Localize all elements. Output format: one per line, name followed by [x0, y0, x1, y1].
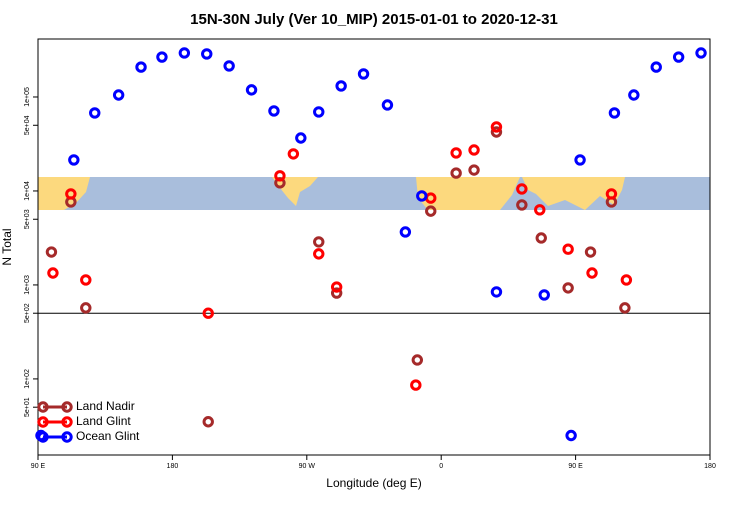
point	[620, 274, 633, 286]
point	[468, 144, 480, 156]
point	[65, 188, 77, 200]
y-tick-label: 5e+02	[24, 303, 31, 323]
legend-marker	[61, 401, 73, 413]
legend-label: Ocean Glint	[76, 429, 140, 443]
legend-marker	[37, 416, 49, 428]
point	[695, 47, 707, 59]
point	[178, 47, 191, 59]
point	[357, 68, 370, 80]
point	[535, 232, 547, 244]
point	[268, 105, 280, 117]
y-axis-label: N Total	[0, 228, 14, 265]
point	[156, 51, 168, 63]
point	[605, 188, 618, 200]
point	[68, 154, 80, 166]
point	[381, 99, 394, 111]
point	[450, 167, 462, 179]
point	[516, 199, 528, 211]
y-tick-label: 5e+01	[24, 397, 31, 417]
point	[628, 89, 640, 101]
x-tick-label: 0	[439, 463, 443, 470]
legend-marker	[37, 431, 49, 443]
x-axis-label: Longitude (deg E)	[326, 476, 421, 490]
legend-label: Land Nadir	[76, 399, 135, 413]
point	[202, 307, 214, 319]
point	[330, 287, 343, 299]
x-tick-label: 180	[167, 463, 179, 470]
plot-frame	[37, 38, 711, 456]
point	[490, 286, 503, 298]
point	[650, 61, 662, 73]
point	[313, 236, 325, 248]
point	[416, 190, 428, 202]
point	[411, 354, 424, 366]
point	[287, 148, 300, 160]
point	[468, 164, 480, 176]
point	[313, 248, 325, 260]
point	[135, 61, 147, 73]
chart-title: 15N-30N July (Ver 10_MIP) 2015-01-01 to …	[190, 11, 558, 28]
point	[80, 274, 92, 286]
y-tick-label: 1e+05	[24, 87, 31, 107]
point	[425, 205, 437, 217]
legend-marker	[37, 401, 49, 413]
point	[245, 84, 258, 96]
point	[538, 289, 550, 301]
x-tick-label: 90 E	[31, 463, 46, 470]
y-tick-label: 1e+04	[24, 181, 31, 201]
point	[223, 60, 235, 72]
point	[45, 246, 58, 258]
x-tick-label: 180	[704, 463, 716, 470]
point	[562, 243, 574, 255]
point	[586, 267, 598, 279]
point	[330, 281, 343, 293]
point	[399, 226, 412, 238]
y-tick-label: 5e+04	[24, 115, 31, 135]
point	[574, 154, 586, 166]
point	[516, 183, 528, 195]
legend-marker	[61, 416, 73, 428]
point	[450, 147, 462, 159]
point	[562, 282, 574, 294]
point	[295, 132, 307, 144]
point	[201, 48, 213, 60]
point	[672, 51, 685, 63]
point	[335, 80, 347, 92]
legend-marker	[61, 431, 73, 443]
point	[608, 107, 621, 119]
y-tick-label: 1e+02	[24, 369, 31, 389]
point	[619, 302, 631, 314]
x-tick-label: 90 E	[568, 463, 583, 470]
point	[313, 106, 325, 118]
y-tick-label: 5e+03	[24, 209, 31, 229]
point	[80, 302, 92, 314]
legend-label: Land Glint	[76, 414, 131, 428]
point	[490, 126, 503, 138]
point	[202, 416, 214, 428]
point	[410, 379, 422, 391]
x-tick-label: 90 W	[299, 463, 316, 470]
point	[565, 429, 577, 442]
point	[274, 170, 286, 182]
point	[490, 121, 503, 133]
point	[89, 107, 101, 119]
point	[47, 267, 59, 279]
y-tick-label: 1e+03	[24, 275, 31, 295]
point	[112, 89, 125, 101]
point	[534, 204, 546, 216]
point	[584, 246, 597, 258]
